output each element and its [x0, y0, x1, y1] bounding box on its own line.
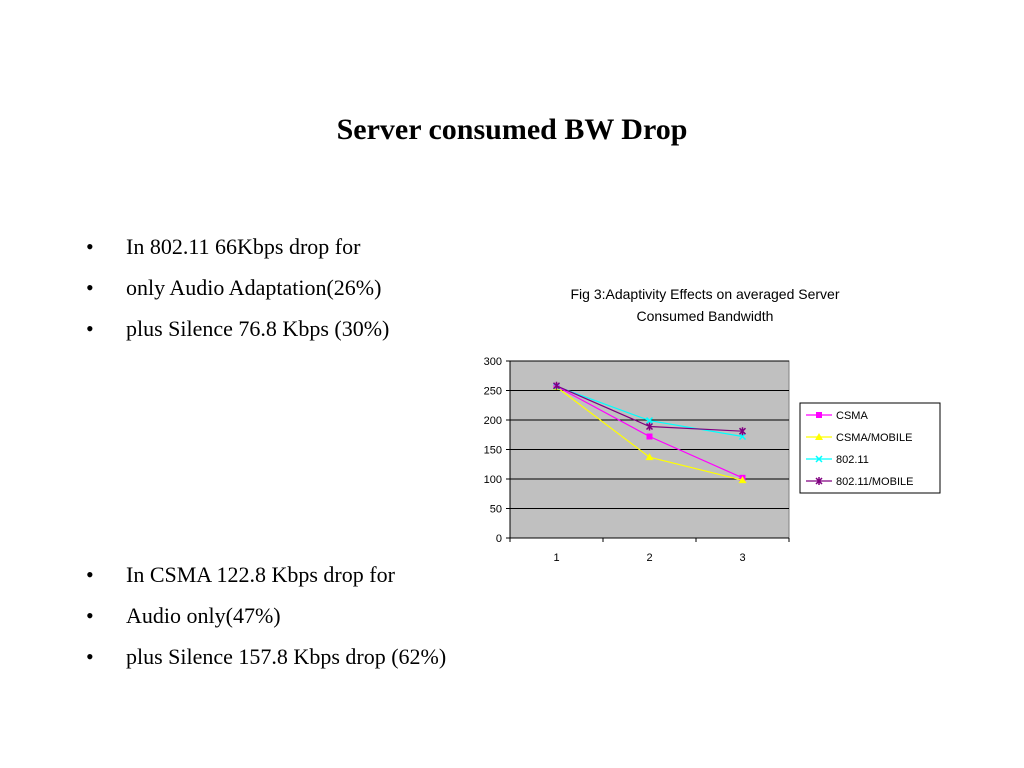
- chart-title-line-2: Consumed Bandwidth: [637, 308, 774, 324]
- legend-label: CSMA/MOBILE: [836, 432, 912, 444]
- bullet-text: plus Silence 76.8 Kbps (30%): [126, 316, 390, 341]
- data-point: [645, 453, 654, 461]
- legend-label: CSMA: [836, 410, 868, 422]
- legend-marker: [815, 455, 823, 463]
- legend-marker: [815, 433, 823, 440]
- bullet-item: • Audio only(47%): [86, 601, 446, 642]
- data-point: [646, 433, 653, 440]
- bullet-item: • only Audio Adaptation(26%): [86, 273, 389, 314]
- bullet-text: In 802.11 66Kbps drop for: [126, 234, 361, 259]
- bullet-icon: •: [86, 603, 94, 628]
- bullet-text: Audio only(47%): [126, 603, 281, 628]
- bandwidth-chart: Fig 3:Adaptivity Effects on averaged Ser…: [440, 270, 960, 570]
- y-tick-label: 50: [490, 504, 502, 516]
- data-point: [738, 427, 747, 436]
- bullet-list-top: • In 802.11 66Kbps drop for • only Audio A…: [86, 232, 389, 355]
- bullet-icon: •: [86, 234, 94, 259]
- slide-title: Server consumed BW Drop: [336, 113, 688, 146]
- y-tick-label: 0: [496, 533, 502, 545]
- data-point: [738, 432, 747, 441]
- x-tick-label: 2: [646, 552, 652, 564]
- legend-box: [799, 402, 941, 494]
- legend-label: 802.11/MOBILE: [836, 476, 913, 488]
- y-tick-label: 250: [484, 386, 502, 398]
- chart-title-line-1: Fig 3:Adaptivity Effects on averaged Ser…: [571, 286, 840, 302]
- plot-area: 0 50 100 150 200 250 300 1 2 3: [484, 356, 790, 564]
- data-point: [738, 476, 747, 484]
- data-point: [645, 417, 654, 425]
- data-point: [552, 381, 561, 390]
- bullet-item: • In CSMA 122.8 Kbps drop for: [86, 560, 446, 601]
- bullet-text: plus Silence 157.8 Kbps drop (62%): [126, 644, 447, 669]
- x-tick-label: 1: [553, 552, 559, 564]
- bullet-icon: •: [86, 316, 94, 341]
- y-tick-label: 100: [484, 474, 502, 486]
- chart-legend: CSMA CSMA/MOBILE 802.11 802.11/MOBILE: [799, 402, 941, 494]
- bullet-list-bottom: • In CSMA 122.8 Kbps drop for • Audio only…: [86, 560, 446, 683]
- legend-marker: [815, 477, 823, 485]
- y-tick-label: 200: [484, 415, 502, 427]
- bullet-icon: •: [86, 275, 94, 300]
- bullet-item: • In 802.11 66Kbps drop for: [86, 232, 389, 273]
- y-tick-label: 300: [484, 356, 502, 368]
- bullet-text: In CSMA 122.8 Kbps drop for: [126, 562, 395, 587]
- bullet-item: • plus Silence 76.8 Kbps (30%): [86, 314, 389, 355]
- x-tick-label: 3: [739, 552, 745, 564]
- bullet-icon: •: [86, 562, 94, 587]
- y-tick-label: 150: [484, 445, 502, 457]
- bullet-item: • plus Silence 157.8 Kbps drop (62%): [86, 642, 446, 683]
- bullet-icon: •: [86, 644, 94, 669]
- bullet-text: only Audio Adaptation(26%): [126, 275, 382, 300]
- legend-label: 802.11: [836, 454, 869, 466]
- data-point: [645, 422, 654, 431]
- legend-marker: [816, 412, 822, 418]
